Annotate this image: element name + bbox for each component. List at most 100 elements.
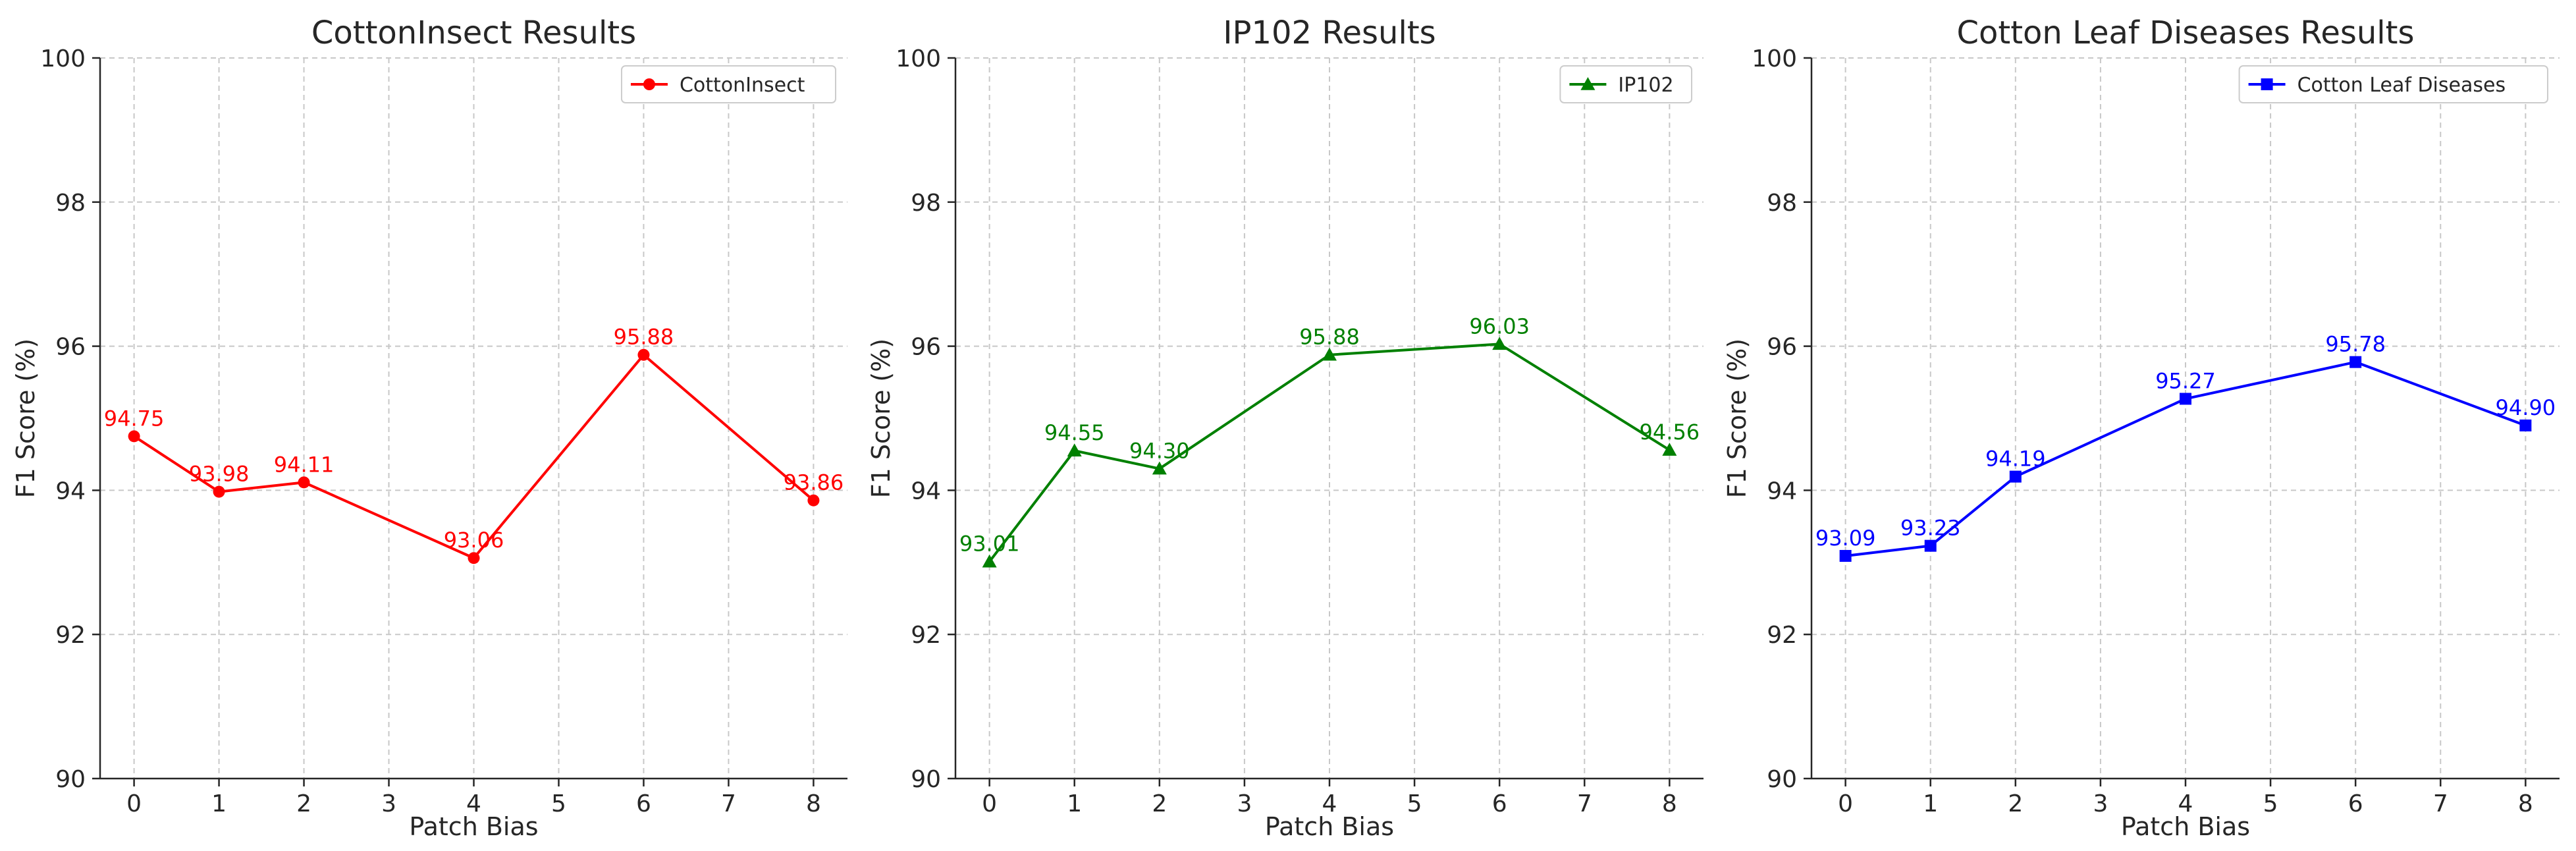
x-tick-label: 5	[551, 790, 566, 817]
x-tick-label: 3	[381, 790, 396, 817]
data-point	[2519, 419, 2532, 431]
y-axis-label: F1 Score (%)	[11, 339, 40, 498]
data-point	[468, 552, 480, 564]
x-tick-label: 1	[1067, 790, 1082, 817]
data-point	[1662, 443, 1677, 456]
data-point	[1839, 549, 1852, 562]
data-label: 93.23	[1900, 516, 1961, 541]
data-point	[637, 348, 650, 361]
x-tick-label: 7	[1577, 790, 1592, 817]
data-point	[1152, 461, 1167, 475]
x-tick-label: 0	[1838, 790, 1853, 817]
x-tick-label: 3	[1237, 790, 1252, 817]
data-label: 95.78	[2325, 332, 2386, 357]
x-tick-label: 5	[2263, 790, 2278, 817]
chart-panel-3: 0 1 2 3 4 5 6 7 8 90 92 94 96 98 100 Cotton Leaf Diseas…	[1723, 14, 2560, 841]
legend-label: CottonInsect	[680, 74, 805, 97]
x-axis-label: Patch Bias	[409, 812, 538, 841]
legend-box	[1559, 65, 1692, 103]
series-line-cotton-leaf-diseases	[1845, 360, 2527, 557]
data-label: 95.88	[1299, 325, 1360, 350]
data-label: 94.19	[1985, 447, 2046, 472]
x-tick-label: 6	[1492, 790, 1507, 817]
x-tick-label: 8	[806, 790, 821, 817]
x-tick-label: 2	[1152, 790, 1167, 817]
x-tick-label: 4	[2178, 790, 2193, 817]
chart-title: CottonInsect Results	[311, 14, 636, 51]
chart-panel-1: 0 1 2 3 4 5 6 7 8 90 92 94 96 98 100 CottonInsect Resul…	[11, 14, 847, 841]
y-tick-label: 94	[55, 478, 86, 505]
x-tick-label: 0	[126, 790, 142, 817]
data-point	[2009, 470, 2022, 483]
data-label: 94.30	[1129, 439, 1190, 464]
y-tick-label: 100	[896, 45, 941, 72]
data-label: 93.09	[1815, 526, 1876, 551]
data-label: 93.98	[189, 462, 250, 487]
data-label: 94.75	[104, 406, 165, 431]
data-point	[2349, 356, 2362, 368]
data-point	[1067, 443, 1082, 457]
x-tick-label: 3	[2093, 790, 2108, 817]
data-point	[1492, 337, 1507, 350]
data-label: 94.56	[1640, 420, 1700, 445]
data-label: 94.11	[274, 452, 335, 477]
chart-panel-2: 0 1 2 3 4 5 6 7 8 90 92 94 96 98 100 IP102 Results Patch…	[867, 14, 1704, 841]
x-tick-label: 0	[982, 790, 997, 817]
x-tick-label: 6	[2348, 790, 2363, 817]
legend-box	[620, 65, 837, 103]
y-tick-label: 98	[1767, 190, 1797, 217]
y-axis-label: F1 Score (%)	[867, 339, 896, 498]
chart-title: Cotton Leaf Diseases Results	[1957, 14, 2415, 51]
data-label: 93.01	[959, 532, 1020, 557]
x-tick-label: 1	[1923, 790, 1938, 817]
x-tick-label: 8	[1662, 790, 1677, 817]
x-tick-label: 4	[1322, 790, 1337, 817]
y-tick-label: 96	[1767, 334, 1797, 361]
data-point	[807, 494, 820, 507]
data-point	[298, 476, 310, 489]
data-point	[982, 554, 997, 568]
x-tick-label: 2	[296, 790, 311, 817]
y-tick-label: 100	[1752, 45, 1797, 72]
data-point	[1924, 539, 1937, 552]
data-label: 94.90	[2496, 395, 2556, 420]
series-line-cottoninsect	[133, 353, 815, 560]
data-label: 93.06	[444, 528, 504, 553]
chart-title: IP102 Results	[1223, 14, 1436, 51]
y-tick-label: 96	[911, 334, 941, 361]
x-tick-label: 5	[1407, 790, 1422, 817]
data-point	[1322, 347, 1337, 361]
y-tick-label: 94	[911, 478, 941, 505]
legend-marker	[1580, 77, 1596, 90]
x-tick-label: 7	[2433, 790, 2448, 817]
x-tick-label: 1	[211, 790, 227, 817]
x-tick-label: 2	[2008, 790, 2023, 817]
y-tick-label: 90	[911, 766, 941, 793]
legend-label: Cotton Leaf Diseases	[2297, 74, 2506, 97]
y-tick-label: 100	[40, 45, 86, 72]
x-tick-label: 6	[636, 790, 651, 817]
data-point	[213, 485, 225, 498]
y-axis-label: F1 Score (%)	[1723, 339, 1752, 498]
x-tick-label: 7	[721, 790, 736, 817]
data-label: 95.88	[614, 325, 674, 350]
y-tick-label: 94	[1767, 478, 1797, 505]
data-label: 95.27	[2155, 368, 2216, 393]
data-label: 93.86	[784, 470, 844, 495]
data-label: 96.03	[1469, 314, 1530, 339]
y-tick-label: 98	[911, 190, 941, 217]
y-tick-label: 92	[911, 622, 941, 649]
legend-label: IP102	[1618, 74, 1673, 97]
y-tick-label: 90	[55, 766, 86, 793]
x-axis-label: Patch Bias	[1265, 812, 1394, 841]
y-tick-label: 90	[1767, 766, 1797, 793]
series-line-ip102	[988, 343, 1671, 563]
data-point	[128, 430, 140, 443]
legend-marker	[2261, 78, 2273, 90]
y-tick-label: 98	[55, 190, 86, 217]
y-tick-label: 96	[55, 334, 86, 361]
y-tick-label: 92	[55, 622, 86, 649]
legend-box	[2238, 65, 2549, 103]
data-point	[2180, 393, 2191, 405]
